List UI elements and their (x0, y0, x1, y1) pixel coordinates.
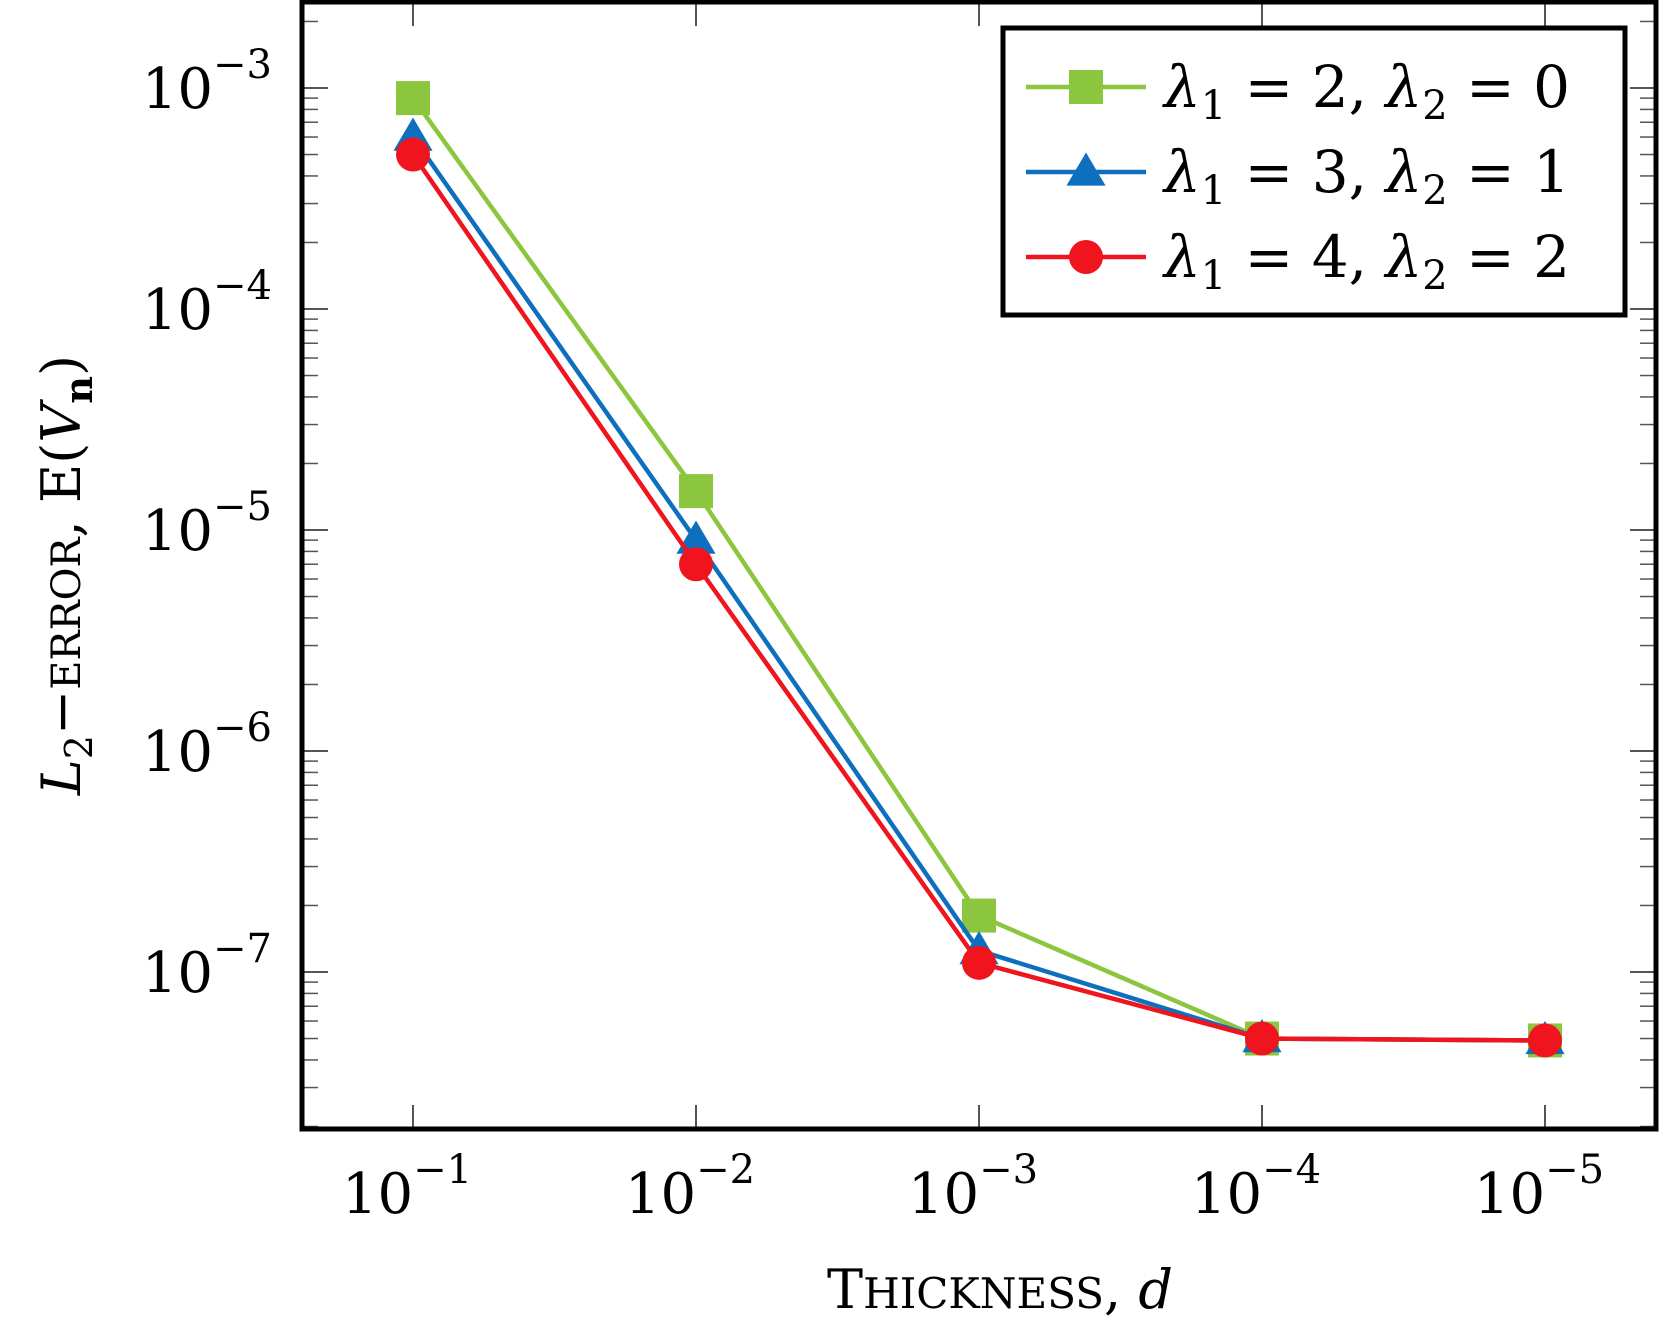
y-tick-label: 10−5 (142, 484, 272, 564)
y-tick-labels: 10−3 10−4 10−5 10−6 10−7 (142, 42, 272, 1006)
data-point (396, 81, 430, 116)
data-point (962, 898, 996, 933)
x-tick-label: 10−2 (625, 1147, 755, 1227)
x-tick-label: 10−3 (908, 1147, 1038, 1227)
legend-label: λ1 = 3, λ2 = 1 (1162, 138, 1570, 214)
y-axis-label: L2−ERROR, E(Vn) (30, 355, 101, 796)
major-ticks (302, 2, 1656, 1129)
data-point (679, 474, 713, 509)
x-tick-label: 10−1 (342, 1147, 472, 1227)
data-point (396, 137, 430, 172)
data-point (1245, 1021, 1279, 1056)
legend-entry: λ1 = 2, λ2 = 0 (1026, 53, 1570, 129)
x-axis-label: THICKNESS, d (827, 1258, 1173, 1321)
legend-marker (1069, 240, 1103, 274)
legend-marker (1066, 152, 1106, 186)
data-point (676, 520, 716, 554)
x-tick-label: 10−5 (1474, 1147, 1604, 1227)
y-tick-label: 10−7 (142, 926, 272, 1006)
x-tick-label: 10−4 (1191, 1147, 1321, 1227)
legend-marker (1069, 70, 1103, 104)
minor-ticks (302, 20, 1656, 1128)
legend-label: λ1 = 4, λ2 = 2 (1162, 223, 1570, 299)
series-3 (396, 137, 1562, 1058)
y-tick-label: 10−3 (142, 42, 272, 122)
legend-entry: λ1 = 3, λ2 = 1 (1026, 138, 1570, 214)
y-tick-label: 10−6 (142, 705, 272, 785)
legend-entry: λ1 = 4, λ2 = 2 (1026, 223, 1570, 299)
data-point (962, 945, 996, 980)
plot-frame (299, 0, 1659, 1132)
x-tick-labels: 10−1 10−2 10−3 10−4 10−5 (342, 1147, 1604, 1227)
data-point (1528, 1023, 1562, 1058)
legend-label: λ1 = 2, λ2 = 0 (1162, 53, 1570, 129)
y-tick-label: 10−4 (142, 263, 272, 343)
legend: λ1 = 2, λ2 = 0 λ1 = 3, λ2 = 1 λ1 = 4, λ2 =… (1000, 25, 1628, 318)
data-point (679, 547, 713, 582)
series-layer (393, 81, 1565, 1058)
